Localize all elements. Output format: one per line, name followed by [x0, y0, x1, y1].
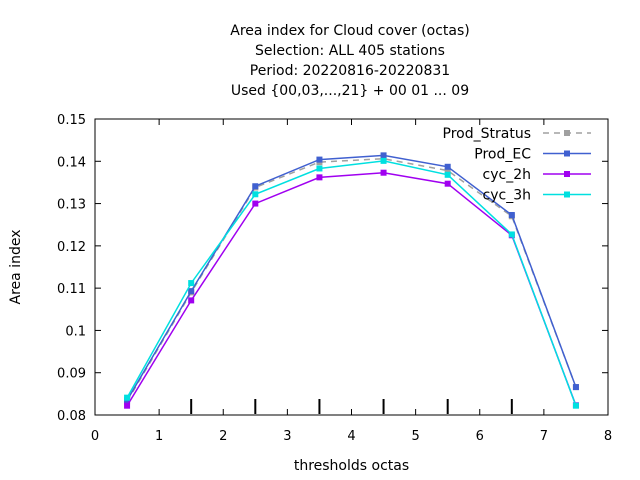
data-point — [252, 191, 259, 198]
legend-label: Prod_Stratus — [443, 126, 531, 142]
data-point — [316, 165, 323, 172]
legend-swatch-marker — [564, 171, 570, 177]
legend-item-prod-ec: Prod_EC — [474, 147, 591, 163]
legend: Prod_Stratus Prod_EC cyc_2h cyc_3h — [443, 126, 591, 204]
y-axis-ticks: 0.08 0.09 0.1 0.11 0.12 0.13 0.14 0.15 — [57, 113, 86, 424]
x-tick-label: 4 — [347, 429, 355, 444]
data-point — [572, 384, 579, 391]
x-tick-label: 6 — [476, 429, 484, 444]
data-point — [444, 180, 451, 187]
y-tick-label: 0.13 — [57, 198, 86, 213]
data-point — [444, 163, 451, 170]
legend-label: Prod_EC — [474, 147, 531, 163]
data-point — [188, 280, 195, 287]
x-tick-label: 0 — [91, 429, 99, 444]
y-tick-label: 0.12 — [57, 240, 86, 255]
y-tick-label: 0.08 — [57, 409, 86, 424]
legend-item-cyc-3h: cyc_3h — [483, 188, 591, 204]
data-point — [188, 297, 195, 304]
series-line — [126, 154, 577, 401]
data-point — [572, 402, 579, 409]
series-layer — [124, 152, 579, 409]
legend-item-cyc-2h: cyc_2h — [483, 167, 591, 183]
data-point — [380, 152, 387, 159]
data-point — [188, 288, 195, 295]
y-tick-label: 0.11 — [57, 282, 86, 297]
data-point — [124, 394, 131, 401]
data-point — [252, 183, 259, 190]
series-prod-ec — [124, 152, 579, 404]
y-tick-label: 0.15 — [57, 113, 86, 128]
x-tick-label: 2 — [219, 429, 227, 444]
plot-frame — [94, 118, 609, 416]
title-line-1: Area index for Cloud cover (octas) — [230, 23, 469, 39]
legend-label: cyc_2h — [483, 167, 531, 183]
data-point — [316, 174, 323, 181]
data-point — [508, 211, 515, 218]
legend-item-prod-stratus: Prod_Stratus — [443, 126, 591, 142]
chart-title: Area index for Cloud cover (octas) Select… — [230, 23, 469, 99]
legend-swatch-marker — [564, 150, 570, 157]
y-tick-label: 0.14 — [57, 155, 86, 170]
series-cyc-3h — [124, 157, 579, 409]
x-tick-label: 7 — [540, 429, 548, 444]
series-line — [126, 160, 577, 406]
title-line-2: Selection: ALL 405 stations — [255, 43, 445, 59]
data-point — [252, 200, 259, 207]
x-tick-label: 1 — [155, 429, 163, 444]
title-line-4: Used {00,03,...,21} + 00 01 ... 09 — [231, 83, 469, 99]
data-point — [316, 156, 323, 163]
x-axis-ticks: 0 1 2 3 4 5 6 7 8 — [91, 429, 612, 444]
x-tick-label: 5 — [411, 429, 419, 444]
y-tick-label: 0.09 — [57, 367, 86, 382]
y-tick-label: 0.1 — [65, 324, 86, 339]
data-point — [124, 402, 131, 409]
x-tick-label: 8 — [604, 429, 612, 444]
data-point — [380, 157, 387, 164]
threshold-markers — [190, 399, 513, 414]
title-line-3: Period: 20220816-20220831 — [250, 63, 450, 79]
legend-swatch-marker — [564, 191, 570, 198]
legend-swatch-marker — [564, 130, 570, 136]
x-tick-label: 3 — [283, 429, 291, 444]
data-point — [444, 171, 451, 178]
x-axis-label: thresholds octas — [294, 458, 409, 474]
legend-label: cyc_3h — [483, 188, 531, 204]
data-point — [380, 169, 387, 176]
data-point — [508, 231, 515, 238]
series-line — [126, 171, 577, 407]
y-axis-label: Area index — [8, 230, 24, 305]
data-point — [444, 167, 451, 174]
